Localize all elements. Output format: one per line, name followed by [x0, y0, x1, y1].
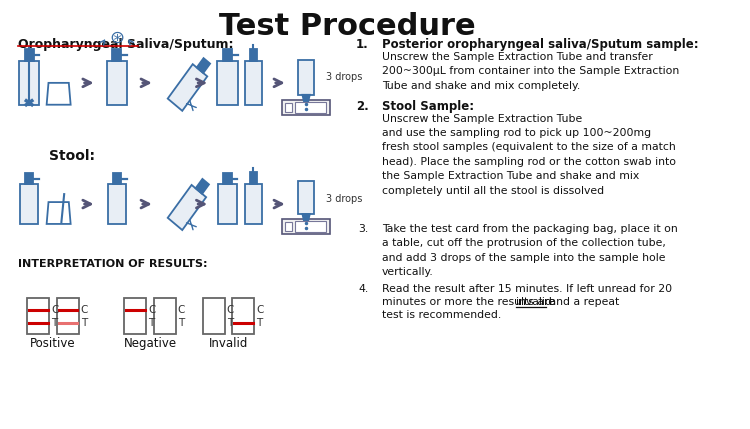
Text: Stool:: Stool: — [50, 149, 95, 163]
Bar — [109, 211, 125, 223]
Bar — [250, 49, 257, 61]
Bar — [106, 61, 127, 105]
Bar — [298, 184, 314, 198]
Text: C: C — [178, 305, 185, 315]
Bar — [245, 184, 262, 224]
Bar — [21, 211, 38, 223]
Text: Negative: Negative — [124, 337, 176, 350]
Bar — [20, 184, 38, 224]
Bar — [285, 223, 292, 231]
Text: C: C — [81, 305, 88, 315]
Bar — [219, 211, 236, 223]
Text: Oropharyngeal Saliva/Sputum:: Oropharyngeal Saliva/Sputum: — [18, 38, 233, 51]
Bar — [282, 100, 330, 115]
Bar — [217, 61, 238, 105]
Bar — [250, 172, 257, 184]
Bar — [25, 173, 33, 184]
Text: Read the result after 15 minutes. If left unread for 20: Read the result after 15 minutes. If lef… — [382, 284, 672, 293]
Bar — [223, 49, 232, 61]
Bar — [107, 184, 126, 224]
Text: 3 drops: 3 drops — [326, 72, 363, 82]
Text: C: C — [226, 305, 234, 315]
Text: Unscrew the Sample Extraction Tube
and use the sampling rod to pick up 100~200mg: Unscrew the Sample Extraction Tube and u… — [382, 114, 676, 196]
Bar — [27, 299, 50, 334]
Text: test is recommended.: test is recommended. — [382, 310, 501, 320]
Text: Stool Sample:: Stool Sample: — [382, 100, 474, 113]
Text: C: C — [148, 305, 155, 315]
Bar — [218, 184, 237, 224]
Polygon shape — [46, 83, 70, 105]
Polygon shape — [196, 58, 210, 73]
Text: C: C — [256, 305, 263, 315]
Bar — [245, 61, 262, 105]
Text: T: T — [51, 318, 58, 329]
Text: Unscrew the Sample Extraction Tube and transfer
200~300μL from container into th: Unscrew the Sample Extraction Tube and t… — [382, 52, 679, 91]
Bar — [218, 91, 237, 104]
Bar — [246, 214, 261, 223]
Polygon shape — [168, 185, 206, 230]
Text: Posterior oropharyngeal saliva/Sputum sample:: Posterior oropharyngeal saliva/Sputum sa… — [382, 38, 698, 51]
Bar — [112, 173, 121, 184]
Text: 2.: 2. — [356, 100, 369, 113]
Bar — [25, 49, 34, 61]
Bar — [282, 220, 330, 234]
Text: Invalid: Invalid — [209, 337, 248, 350]
Polygon shape — [169, 87, 190, 109]
Text: C: C — [51, 305, 58, 315]
Bar — [232, 299, 254, 334]
Polygon shape — [196, 179, 209, 194]
Bar — [298, 60, 314, 95]
Bar — [20, 91, 38, 104]
Polygon shape — [169, 207, 190, 229]
Bar — [112, 49, 122, 61]
Text: Test Procedure: Test Procedure — [219, 12, 476, 41]
Bar — [57, 299, 79, 334]
Bar — [124, 299, 146, 334]
Text: 3.: 3. — [358, 224, 369, 234]
Bar — [224, 173, 232, 184]
Bar — [298, 63, 314, 77]
Text: 1.: 1. — [356, 38, 369, 51]
Bar — [19, 61, 39, 105]
Text: T: T — [226, 318, 233, 329]
Polygon shape — [168, 64, 207, 111]
Polygon shape — [46, 202, 70, 224]
Text: Take the test card from the packaging bag, place it on
a table, cut off the prot: Take the test card from the packaging ba… — [382, 224, 677, 277]
Text: INTERPRETATION OF RESULTS:: INTERPRETATION OF RESULTS: — [18, 259, 208, 269]
Text: and a repeat: and a repeat — [546, 297, 619, 307]
Bar — [295, 102, 326, 113]
Polygon shape — [302, 214, 310, 222]
Text: T: T — [81, 318, 87, 329]
Text: minutes or more the results are: minutes or more the results are — [382, 297, 558, 307]
Text: ⊛: ⊛ — [110, 29, 125, 47]
Bar — [298, 181, 314, 214]
Bar — [107, 91, 126, 104]
Text: 4.: 4. — [358, 284, 369, 293]
Text: T: T — [178, 318, 184, 329]
Polygon shape — [302, 95, 310, 103]
Bar — [154, 299, 176, 334]
Bar — [295, 221, 326, 233]
Bar — [285, 103, 292, 112]
Bar — [202, 299, 225, 334]
Text: invalid: invalid — [516, 297, 552, 307]
Text: T: T — [256, 318, 262, 329]
Bar — [246, 93, 261, 104]
Text: 3 drops: 3 drops — [326, 194, 363, 204]
Text: Positive: Positive — [30, 337, 76, 350]
Text: T: T — [148, 318, 154, 329]
